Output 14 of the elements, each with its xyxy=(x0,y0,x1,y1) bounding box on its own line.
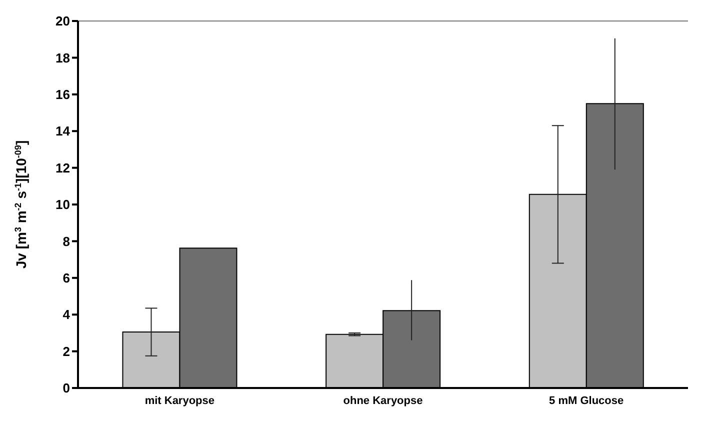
y-tick-label: 8 xyxy=(62,234,70,249)
x-tick-label: 5 mM Glucose xyxy=(549,394,624,407)
y-tick-label: 4 xyxy=(62,307,71,322)
y-tick-label: 10 xyxy=(56,197,70,212)
x-tick-label: ohne Karyopse xyxy=(343,394,423,407)
y-tick-label: 20 xyxy=(56,14,70,29)
y-tick-label: 2 xyxy=(62,344,70,359)
y-tick-label: 14 xyxy=(56,124,71,139)
y-tick-label: 18 xyxy=(56,50,70,66)
x-tick-label: mit Karyopse xyxy=(144,394,215,407)
y-tick-label: 16 xyxy=(56,87,70,102)
y-tick-label: 0 xyxy=(62,380,70,396)
y-tick-label: 12 xyxy=(56,160,70,176)
y-tick-label: 6 xyxy=(62,270,70,286)
